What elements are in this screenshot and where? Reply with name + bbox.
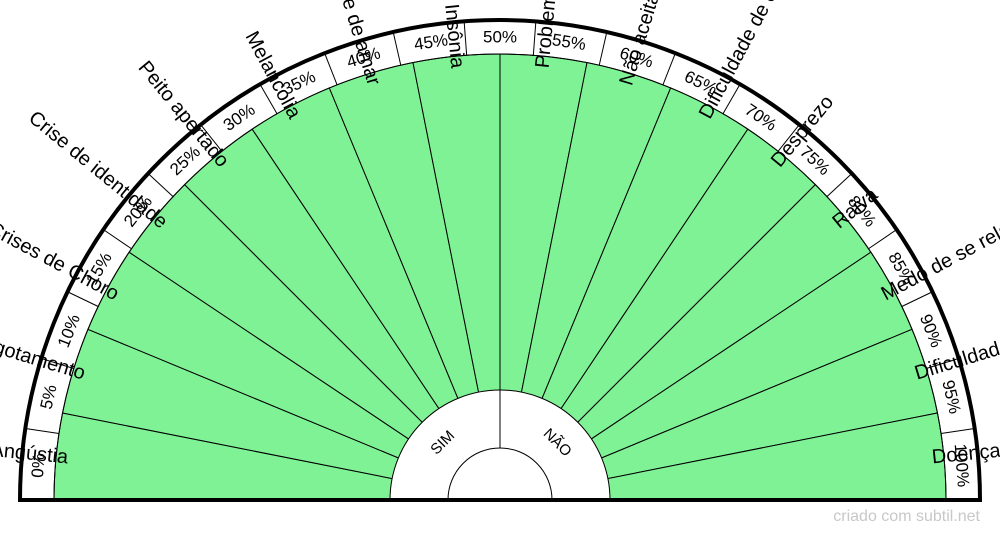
- scale-label: 45%: [413, 30, 449, 54]
- scale-tick: [901, 291, 933, 307]
- scale-tick: [826, 173, 853, 198]
- scale-tick: [868, 229, 897, 250]
- scale-tick: [777, 124, 800, 152]
- scale-tick: [25, 427, 60, 435]
- scale-tick: [41, 358, 74, 370]
- scale-tick: [259, 84, 278, 115]
- scale-tick: [463, 21, 468, 56]
- scale-label: 50%: [483, 28, 517, 47]
- scale-tick: [324, 52, 338, 86]
- center-half-disc: SIM NÃO: [20, 389, 980, 502]
- scale-tick: [662, 52, 676, 86]
- scale-tick: [598, 31, 608, 66]
- scale-tick: [940, 427, 975, 435]
- scale-tick: [103, 229, 132, 250]
- scale-tick: [392, 31, 402, 66]
- scale-tick: [147, 173, 174, 198]
- inner-band-arc: [53, 53, 947, 501]
- scale-tick: [532, 21, 537, 56]
- scale-tick: [200, 124, 223, 152]
- scale-label: 0%: [28, 452, 49, 478]
- scale-tick: [722, 84, 741, 115]
- sector-group: [53, 53, 947, 501]
- footer-credit: criado com subtil.net: [833, 508, 980, 525]
- scale-tick: [67, 291, 99, 307]
- scale-tick: [926, 358, 959, 370]
- scale-label: 100%: [951, 443, 973, 488]
- scale-label: 5%: [37, 383, 61, 411]
- scale-label: 55%: [551, 30, 587, 54]
